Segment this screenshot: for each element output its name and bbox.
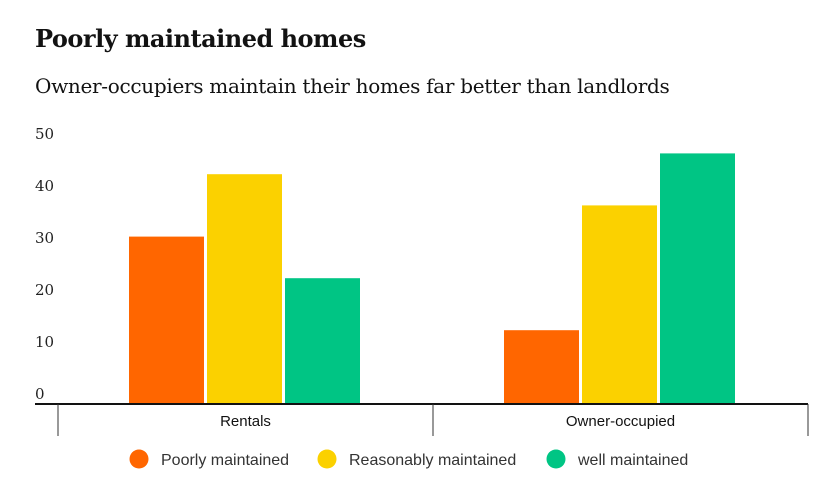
y-tick-label: 30 xyxy=(35,229,54,247)
bar-poorly-maintained-owner-occupied xyxy=(504,330,579,404)
y-tick-label: 0 xyxy=(35,385,45,403)
y-tick-label: 20 xyxy=(35,281,54,299)
legend-label: Poorly maintained xyxy=(161,452,289,469)
y-tick-label: 50 xyxy=(35,125,54,143)
legend-label: Reasonably maintained xyxy=(349,452,516,469)
bar-reasonably-maintained-owner-occupied xyxy=(582,205,657,404)
legend-swatch xyxy=(129,449,149,469)
bar-poorly-maintained-rentals xyxy=(129,236,204,404)
chart-title: Poorly maintained homes xyxy=(35,24,366,53)
bar-reasonably-maintained-rentals xyxy=(207,174,282,404)
x-tick-label: Rentals xyxy=(220,413,271,430)
chart-subtitle: Owner-occupiers maintain their homes far… xyxy=(35,74,670,98)
bar-well-maintained-owner-occupied xyxy=(660,153,735,404)
x-tick-label: Owner-occupied xyxy=(566,413,675,430)
legend-label: well maintained xyxy=(577,452,688,469)
legend-swatch xyxy=(317,449,337,469)
y-tick-label: 40 xyxy=(35,177,54,195)
legend-swatch xyxy=(546,449,566,469)
bar-well-maintained-rentals xyxy=(285,278,360,404)
y-tick-label: 10 xyxy=(35,333,54,351)
